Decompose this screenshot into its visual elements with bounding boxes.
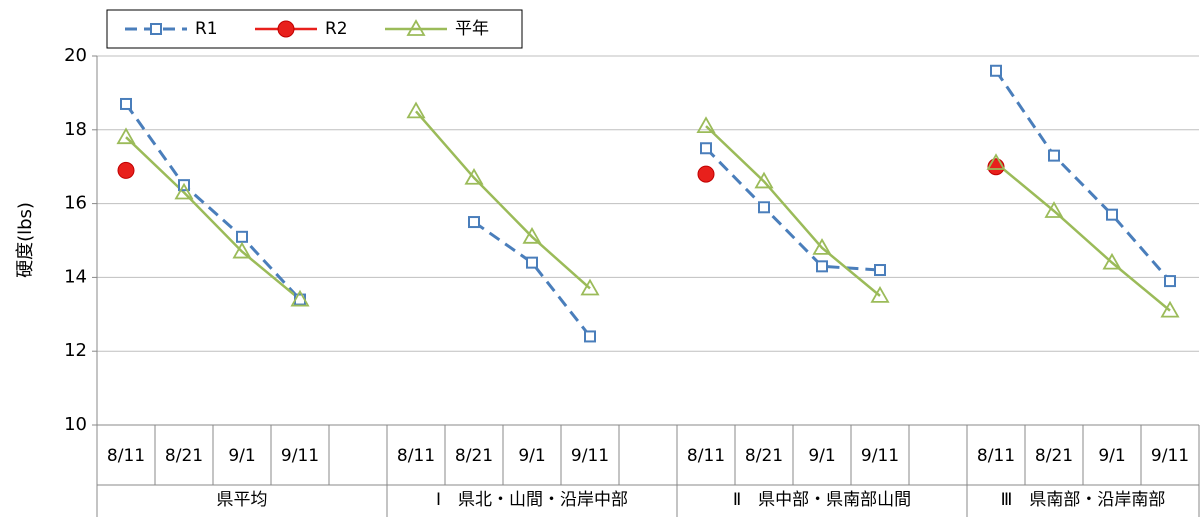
series-line xyxy=(995,162,1171,312)
marker xyxy=(290,289,310,307)
marker xyxy=(812,238,832,255)
x-tick-label: 9/11 xyxy=(281,446,319,466)
marker xyxy=(526,256,538,269)
marker xyxy=(406,101,426,119)
y-tick-label: 20 xyxy=(64,45,87,66)
marker xyxy=(232,241,252,259)
marker xyxy=(1048,149,1060,162)
marker xyxy=(1102,252,1122,270)
x-tick-label: 8/21 xyxy=(455,446,493,466)
marker xyxy=(697,165,715,183)
x-tick-label: 9/11 xyxy=(571,446,609,466)
y-tick-label: 12 xyxy=(64,340,87,361)
group-label: Ⅱ 県中部・県南部山間 xyxy=(733,490,911,510)
marker xyxy=(696,116,716,134)
group-label: Ⅰ 県北・山間・沿岸中部 xyxy=(436,490,628,510)
series-line xyxy=(994,69,1172,283)
x-tick-label: 8/21 xyxy=(1035,446,1073,466)
x-tick-label: 9/1 xyxy=(518,446,545,466)
y-axis-title: 硬度(lbs) xyxy=(15,202,36,278)
marker xyxy=(116,127,136,145)
x-tick-label: 9/1 xyxy=(1098,446,1125,466)
marker xyxy=(816,260,828,273)
marker xyxy=(987,158,1005,176)
marker xyxy=(406,19,426,36)
x-tick-label: 8/11 xyxy=(107,446,145,466)
series-line xyxy=(704,147,881,272)
x-tick-label: 8/11 xyxy=(977,446,1015,466)
legend-label: 平年 xyxy=(455,19,489,39)
marker xyxy=(1160,300,1180,318)
series-line xyxy=(415,110,591,290)
marker xyxy=(468,216,480,229)
x-tick-label: 9/11 xyxy=(1151,446,1189,466)
marker xyxy=(580,278,600,296)
marker xyxy=(700,142,712,155)
marker xyxy=(1044,201,1064,218)
x-tick-label: 9/11 xyxy=(861,446,899,466)
marker xyxy=(277,20,295,38)
x-tick-label: 8/21 xyxy=(745,446,783,466)
marker xyxy=(754,171,774,189)
marker xyxy=(522,226,542,244)
series-line xyxy=(124,103,302,301)
marker xyxy=(870,286,890,303)
x-tick-label: 9/1 xyxy=(228,446,255,466)
y-tick-label: 18 xyxy=(64,119,87,140)
marker xyxy=(120,97,132,110)
legend-label: R1 xyxy=(195,19,218,39)
series-line xyxy=(705,125,881,297)
marker xyxy=(236,230,248,243)
legend-label: R2 xyxy=(325,19,348,39)
marker xyxy=(990,64,1002,77)
x-tick-label: 8/21 xyxy=(165,446,203,466)
marker xyxy=(986,153,1006,170)
marker xyxy=(464,167,484,185)
marker xyxy=(758,201,770,214)
group-label: 県平均 xyxy=(217,490,268,510)
marker xyxy=(584,330,596,343)
marker xyxy=(150,23,162,35)
marker xyxy=(117,161,135,179)
group-label: Ⅲ 県南部・沿岸南部 xyxy=(1001,490,1166,510)
legend: R1 R2 平年 xyxy=(106,9,523,49)
y-tick-label: 14 xyxy=(64,266,87,287)
x-tick-label: 8/11 xyxy=(397,446,435,466)
x-tick-label: 9/1 xyxy=(808,446,835,466)
x-tick-label: 8/11 xyxy=(687,446,725,466)
marker xyxy=(1106,208,1118,221)
marker xyxy=(874,264,886,277)
y-tick-label: 16 xyxy=(64,193,87,214)
marker xyxy=(174,182,194,200)
y-tick-label: 10 xyxy=(64,414,87,435)
series-line xyxy=(125,136,301,301)
series-line xyxy=(473,220,592,338)
marker xyxy=(1164,275,1176,288)
